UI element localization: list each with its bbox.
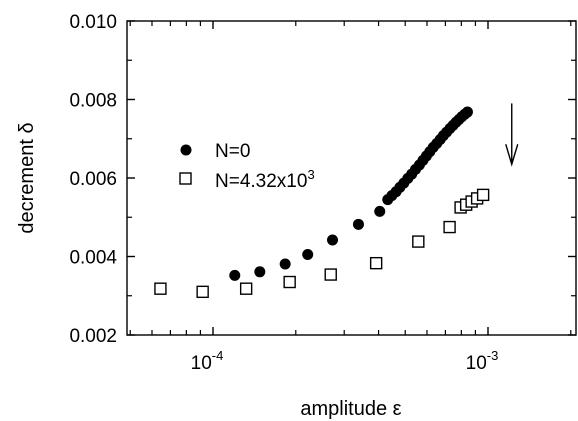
x-axis: 10-4 10-3 <box>129 21 572 374</box>
data-point-n432 <box>239 282 253 295</box>
legend-marker-open-square <box>179 172 192 185</box>
data-point-n432 <box>154 282 167 295</box>
plot-frame <box>126 20 577 336</box>
y-tick-label: 0.002 <box>69 326 117 347</box>
annotation-arrow <box>505 103 519 167</box>
data-point-n432 <box>283 275 296 289</box>
data-point-n0 <box>302 249 314 261</box>
data-point-n432 <box>196 285 209 299</box>
legend-label-n0: N=0 <box>215 141 250 162</box>
y-axis-title: decrement δ <box>16 122 38 233</box>
legend-label-n432-base: N=4.32x10 <box>215 171 307 192</box>
y-axis: 0.002 0.004 0.006 0.008 0.010 <box>69 12 576 347</box>
data-series <box>154 106 490 299</box>
legend-label-n432: N=4.32x103 <box>215 167 315 192</box>
data-point-n432 <box>476 188 490 202</box>
data-point-n0 <box>374 205 386 217</box>
data-point-n0 <box>279 258 291 270</box>
y-tick-label: 0.008 <box>69 91 117 112</box>
legend-label-n432-exp: 3 <box>307 167 314 182</box>
data-point-n0 <box>229 269 241 281</box>
data-point-n0 <box>254 266 266 278</box>
x-tick-label-base: 10 <box>191 353 212 374</box>
data-point-n0 <box>352 218 364 230</box>
data-point-n432 <box>412 235 425 248</box>
data-point-n432 <box>369 256 383 270</box>
y-tick-label: 0.006 <box>69 169 117 190</box>
legend-marker-filled-circle <box>180 144 192 156</box>
x-tick-label: 10-4 <box>191 348 224 374</box>
data-point-n432 <box>443 220 456 234</box>
x-tick-label-exponent: -4 <box>212 348 224 363</box>
arrow-head <box>505 144 519 167</box>
y-tick-label: 0.010 <box>69 12 117 33</box>
y-tick-label: 0.004 <box>69 248 117 269</box>
x-tick-label-exponent: -3 <box>487 348 499 363</box>
x-tick-label-base: 10 <box>466 353 487 374</box>
data-point-n432 <box>324 268 337 281</box>
x-tick-label: 10-3 <box>466 348 499 374</box>
data-point-n0 <box>327 234 339 246</box>
data-point-n0 <box>461 106 473 118</box>
legend: N=0 N=4.32x103 <box>179 141 315 192</box>
x-axis-title: amplitude ε <box>300 398 401 420</box>
